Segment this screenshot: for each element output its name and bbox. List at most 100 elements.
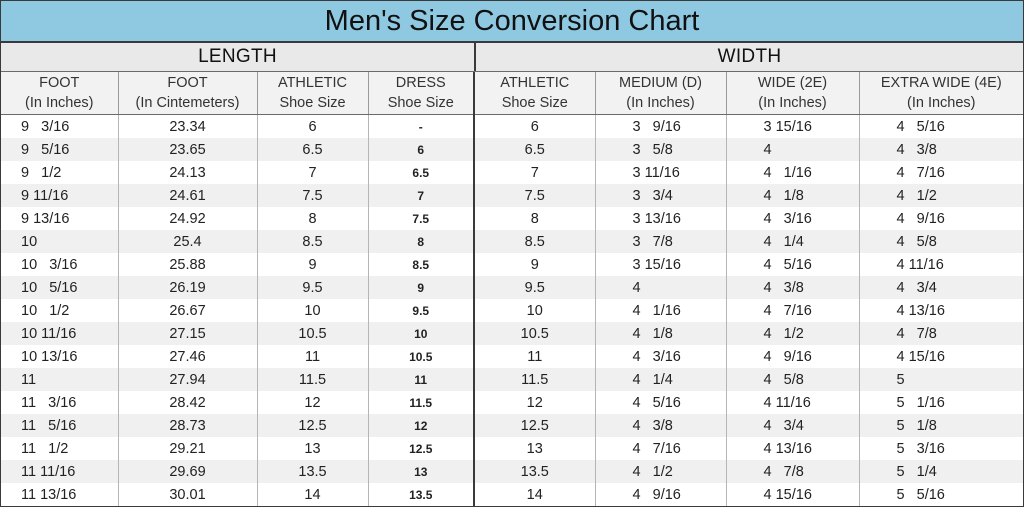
- athletic-width-cell: 9.5: [474, 276, 596, 299]
- foot-cm-cell: 28.42: [118, 391, 258, 414]
- medium-width-cell: 4 1/4: [595, 368, 727, 391]
- medium-width-cell: 3 5/8: [595, 138, 727, 161]
- medium-width-cell: 3 7/8: [595, 230, 727, 253]
- medium-width-cell: 4 3/8: [595, 414, 727, 437]
- extra-wide-width-cell: 5 3/16: [859, 437, 1023, 460]
- athletic-width-cell: 12: [474, 391, 596, 414]
- foot-inches-cell: 10 1/2: [1, 299, 119, 322]
- medium-width-cell: 3 3/4: [595, 184, 727, 207]
- dress-cell: 8: [368, 230, 475, 253]
- dress-cell: 7.5: [368, 207, 475, 230]
- foot-cm-cell: 29.69: [118, 460, 258, 483]
- table-row: 11 11/16 29.69 13.5 13 13.5 4 1/2 4 7/8 5 1/4: [1, 460, 1023, 483]
- medium-width-cell: 4 1/8: [595, 322, 727, 345]
- table-row: 9 1/2 24.13 7 6.5 7 3 11/16 4 1/16 4 7/16: [1, 161, 1023, 184]
- dress-cell: 6: [368, 138, 475, 161]
- foot-cm-cell: 26.67: [118, 299, 258, 322]
- extra-wide-width-cell: 4 5/16: [859, 114, 1023, 138]
- athletic-length-cell: 7.5: [257, 184, 369, 207]
- table-row: 10 5/16 26.19 9.5 9 9.5 4 4 3/8 4 3/4: [1, 276, 1023, 299]
- foot-cm-cell: 24.13: [118, 161, 258, 184]
- extra-wide-width-cell: 4 3/4: [859, 276, 1023, 299]
- wide-width-cell: 4 3/8: [726, 276, 860, 299]
- dress-cell: 11: [368, 368, 475, 391]
- extra-wide-width-cell: 4 15/16: [859, 345, 1023, 368]
- wide-width-cell: 4 7/16: [726, 299, 860, 322]
- extra-wide-width-cell: 4 11/16: [859, 253, 1023, 276]
- foot-cm-cell: 24.61: [118, 184, 258, 207]
- extra-wide-width-cell: 4 3/8: [859, 138, 1023, 161]
- extra-wide-width-cell: 4 9/16: [859, 207, 1023, 230]
- table-row: 10 3/16 25.88 9 8.5 9 3 15/16 4 5/16 4 11/16: [1, 253, 1023, 276]
- size-table: FOOT (In Inches) FOOT (In Cintemeters) ATH…: [1, 72, 1023, 506]
- dress-cell: 13.5: [368, 483, 475, 506]
- athletic-width-cell: 10: [474, 299, 596, 322]
- foot-inches-cell: 10 3/16: [1, 253, 119, 276]
- foot-cm-cell: 27.94: [118, 368, 258, 391]
- dress-cell: 13: [368, 460, 475, 483]
- foot-inches-cell: 9 1/2: [1, 161, 119, 184]
- athletic-length-cell: 8.5: [257, 230, 369, 253]
- table-row: 11 3/16 28.42 12 11.5 12 4 5/16 4 11/16 5 1/16: [1, 391, 1023, 414]
- wide-width-cell: 4 3/4: [726, 414, 860, 437]
- foot-inches-cell: 10: [1, 230, 119, 253]
- foot-cm-cell: 23.65: [118, 138, 258, 161]
- wide-width-cell: 4: [726, 138, 860, 161]
- table-row: 10 13/16 27.46 11 10.5 11 4 3/16 4 9/16 4 15/16: [1, 345, 1023, 368]
- col-header-foot-inches: FOOT (In Inches): [1, 72, 119, 115]
- foot-inches-cell: 11 13/16: [1, 483, 119, 506]
- table-row: 10 11/16 27.15 10.5 10 10.5 4 1/8 4 1/2 4 7/8: [1, 322, 1023, 345]
- foot-cm-cell: 25.88: [118, 253, 258, 276]
- table-row: 11 13/16 30.01 14 13.5 14 4 9/16 4 15/16 5 5/16: [1, 483, 1023, 506]
- athletic-length-cell: 14: [257, 483, 369, 506]
- wide-width-cell: 4 13/16: [726, 437, 860, 460]
- width-section-label: WIDTH: [717, 46, 782, 67]
- wide-width-cell: 4 1/16: [726, 161, 860, 184]
- athletic-length-cell: 11: [257, 345, 369, 368]
- size-conversion-chart: Men's Size Conversion Chart LENGTH WIDTH…: [0, 0, 1024, 507]
- wide-width-cell: 4 11/16: [726, 391, 860, 414]
- foot-inches-cell: 11 3/16: [1, 391, 119, 414]
- athletic-width-cell: 12.5: [474, 414, 596, 437]
- athletic-length-cell: 12.5: [257, 414, 369, 437]
- dress-cell: -: [368, 114, 475, 138]
- column-header-row: FOOT (In Inches) FOOT (In Cintemeters) ATH…: [1, 72, 1023, 115]
- medium-width-cell: 4 5/16: [595, 391, 727, 414]
- table-row: 9 5/16 23.65 6.5 6 6.5 3 5/8 4 4 3/8: [1, 138, 1023, 161]
- athletic-width-cell: 8: [474, 207, 596, 230]
- col-header-foot-cm: FOOT (In Cintemeters): [118, 72, 258, 115]
- athletic-width-cell: 7: [474, 161, 596, 184]
- table-row: 9 13/16 24.92 8 7.5 8 3 13/16 4 3/16 4 9/16: [1, 207, 1023, 230]
- chart-title: Men's Size Conversion Chart: [1, 1, 1023, 43]
- dress-cell: 11.5: [368, 391, 475, 414]
- extra-wide-width-cell: 5 5/16: [859, 483, 1023, 506]
- athletic-length-cell: 10.5: [257, 322, 369, 345]
- col-header-dress: DRESS Shoe Size: [368, 72, 475, 115]
- extra-wide-width-cell: 4 13/16: [859, 299, 1023, 322]
- athletic-length-cell: 7: [257, 161, 369, 184]
- wide-width-cell: 4 1/8: [726, 184, 860, 207]
- athletic-width-cell: 13: [474, 437, 596, 460]
- athletic-length-cell: 13: [257, 437, 369, 460]
- wide-width-cell: 3 15/16: [726, 114, 860, 138]
- foot-cm-cell: 26.19: [118, 276, 258, 299]
- medium-width-cell: 3 13/16: [595, 207, 727, 230]
- col-header-athletic-length: ATHLETIC Shoe Size: [257, 72, 369, 115]
- athletic-width-cell: 14: [474, 483, 596, 506]
- foot-inches-cell: 10 13/16: [1, 345, 119, 368]
- foot-cm-cell: 25.4: [118, 230, 258, 253]
- dress-cell: 9: [368, 276, 475, 299]
- foot-inches-cell: 9 5/16: [1, 138, 119, 161]
- table-row: 11 1/2 29.21 13 12.5 13 4 7/16 4 13/16 5 3/16: [1, 437, 1023, 460]
- athletic-width-cell: 6.5: [474, 138, 596, 161]
- foot-inches-cell: 11 5/16: [1, 414, 119, 437]
- col-header-medium: MEDIUM (D) (In Inches): [595, 72, 727, 115]
- medium-width-cell: 4: [595, 276, 727, 299]
- extra-wide-width-cell: 4 5/8: [859, 230, 1023, 253]
- dress-cell: 6.5: [368, 161, 475, 184]
- medium-width-cell: 3 9/16: [595, 114, 727, 138]
- extra-wide-width-cell: 5: [859, 368, 1023, 391]
- section-header-row: LENGTH WIDTH: [1, 43, 1023, 72]
- foot-cm-cell: 29.21: [118, 437, 258, 460]
- foot-inches-cell: 11 11/16: [1, 460, 119, 483]
